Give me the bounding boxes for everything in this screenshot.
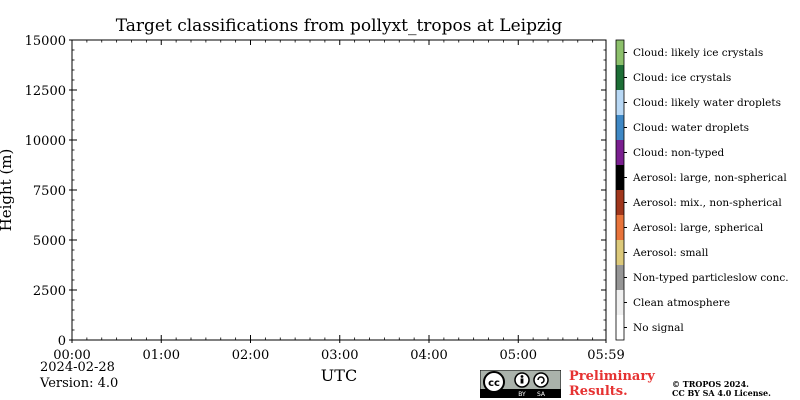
y-tick-label: 5000: [33, 234, 66, 249]
y-axis: 0 2500 5000 7500 10000 12500 15000: [25, 34, 606, 349]
colorbar-segment: [616, 165, 624, 190]
colorbar-segment: [616, 115, 624, 140]
y-tick-label: 12500: [25, 84, 66, 99]
copyright-line-2: CC BY SA 4.0 License.: [672, 388, 771, 398]
x-tick-label: 00:00: [53, 348, 90, 363]
y-tick-label: 7500: [33, 184, 66, 199]
colorbar-segment: [616, 265, 624, 290]
colorbar-label: Clean atmosphere: [633, 297, 730, 309]
chart-title: Target classifications from pollyxt_trop…: [115, 16, 563, 36]
colorbar-label: Aerosol: small: [632, 247, 709, 259]
x-tick-label: 05:00: [500, 348, 537, 363]
colorbar-label: Non-typed particleslow conc.: [633, 272, 789, 284]
x-axis-label: UTC: [320, 366, 358, 385]
colorbar-segment: [616, 215, 624, 240]
x-tick-label: 05:59: [587, 348, 624, 363]
classification-colorbar: No signal Clean atmosphere Non-typed parti…: [615, 39, 789, 341]
y-tick-label: 15000: [25, 34, 66, 49]
y-tick-label: 0: [58, 334, 66, 349]
colorbar-segment: [616, 90, 624, 115]
y-tick-label: 10000: [25, 134, 66, 149]
x-tick-label: 03:00: [321, 348, 358, 363]
colorbar-segment: [616, 190, 624, 215]
preliminary-note: Preliminary Results.: [569, 369, 655, 399]
x-axis: 00:00 01:00 02:00 03:00 04:00 05:00 05:59: [53, 40, 625, 363]
plot-frame: [71, 39, 607, 341]
colorbar-label: Cloud: ice crystals: [633, 72, 731, 84]
colorbar-segment: [616, 140, 624, 165]
colorbar-segment: [616, 240, 624, 265]
preliminary-line-2: Results.: [569, 384, 628, 399]
colorbar-label: Aerosol: mix., non-spherical: [632, 197, 782, 209]
colorbar-frame: [615, 39, 625, 341]
colorbar-label: Aerosol: large, non-spherical: [632, 172, 787, 184]
x-tick-label: 01:00: [143, 348, 180, 363]
colorbar-label: No signal: [633, 322, 684, 334]
y-tick-label: 2500: [33, 284, 66, 299]
colorbar-label: Cloud: likely water droplets: [633, 97, 781, 109]
colorbar-segment: [616, 290, 624, 315]
copyright-note: © TROPOS 2024. CC BY SA 4.0 License.: [672, 380, 771, 398]
badge-sa-text: SA: [537, 391, 546, 398]
measurement-date: 2024-02-28: [40, 360, 115, 375]
colorbar-segment: [616, 315, 624, 340]
x-tick-label: 02:00: [232, 348, 269, 363]
x-tick-label: 04:00: [410, 348, 447, 363]
version-label: Version: 4.0: [40, 376, 119, 391]
colorbar-label: Cloud: water droplets: [633, 122, 749, 134]
colorbar-label: Cloud: likely ice crystals: [633, 47, 763, 59]
colorbar-segment: [616, 40, 624, 65]
preliminary-line-1: Preliminary: [569, 369, 655, 384]
plot-area: [71, 39, 607, 341]
cc-license-badge: cc BY SA: [480, 370, 561, 398]
colorbar-label: Cloud: non-typed: [633, 147, 725, 159]
colorbar-segment: [616, 65, 624, 90]
colorbar-label: Aerosol: large, spherical: [632, 222, 764, 234]
svg-text:cc: cc: [488, 378, 500, 389]
badge-by-text: BY: [518, 391, 526, 398]
copyright-line-1: © TROPOS 2024.: [672, 379, 749, 389]
